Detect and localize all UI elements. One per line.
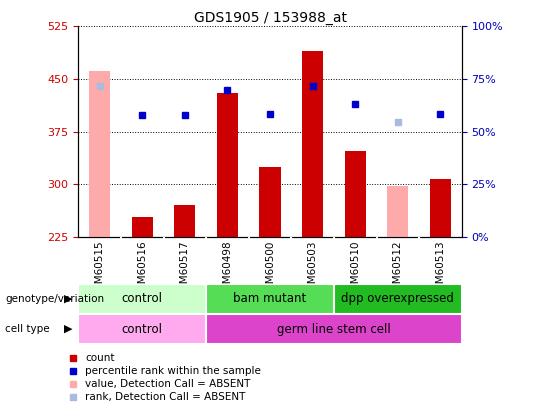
Bar (430, 179, 451, 237)
Bar (259, 167, 281, 237)
Text: bam mutant: bam mutant (233, 292, 307, 305)
Text: germ line stem cell: germ line stem cell (277, 322, 391, 336)
Text: cell type: cell type (5, 324, 50, 334)
Text: ▶: ▶ (64, 294, 73, 304)
Text: count: count (85, 352, 114, 362)
Bar (302, 51, 323, 237)
Bar (206, 314, 462, 344)
Text: GSM60517: GSM60517 (180, 241, 190, 297)
Bar (217, 93, 238, 237)
Text: GSM60503: GSM60503 (308, 241, 318, 297)
Bar (78, 284, 206, 314)
Bar (345, 151, 366, 237)
Text: ▶: ▶ (64, 324, 73, 334)
Text: value, Detection Call = ABSENT: value, Detection Call = ABSENT (85, 379, 251, 389)
Text: genotype/variation: genotype/variation (5, 294, 105, 304)
Bar (89, 70, 110, 237)
Text: GSM60500: GSM60500 (265, 241, 275, 297)
Text: GSM60513: GSM60513 (435, 241, 445, 297)
Bar (206, 284, 334, 314)
Bar (387, 185, 408, 237)
Text: dpp overexpressed: dpp overexpressed (341, 292, 454, 305)
Text: GSM60512: GSM60512 (393, 241, 403, 297)
Bar (174, 205, 195, 237)
Text: control: control (122, 292, 163, 305)
Bar (334, 284, 462, 314)
Bar (132, 217, 153, 237)
Bar (78, 314, 206, 344)
Title: GDS1905 / 153988_at: GDS1905 / 153988_at (193, 11, 347, 25)
Text: control: control (122, 322, 163, 336)
Text: GSM60515: GSM60515 (94, 241, 105, 297)
Text: GSM60516: GSM60516 (137, 241, 147, 297)
Text: GSM60510: GSM60510 (350, 241, 360, 297)
Text: GSM60498: GSM60498 (222, 241, 232, 297)
Text: percentile rank within the sample: percentile rank within the sample (85, 366, 261, 376)
Text: rank, Detection Call = ABSENT: rank, Detection Call = ABSENT (85, 392, 246, 402)
